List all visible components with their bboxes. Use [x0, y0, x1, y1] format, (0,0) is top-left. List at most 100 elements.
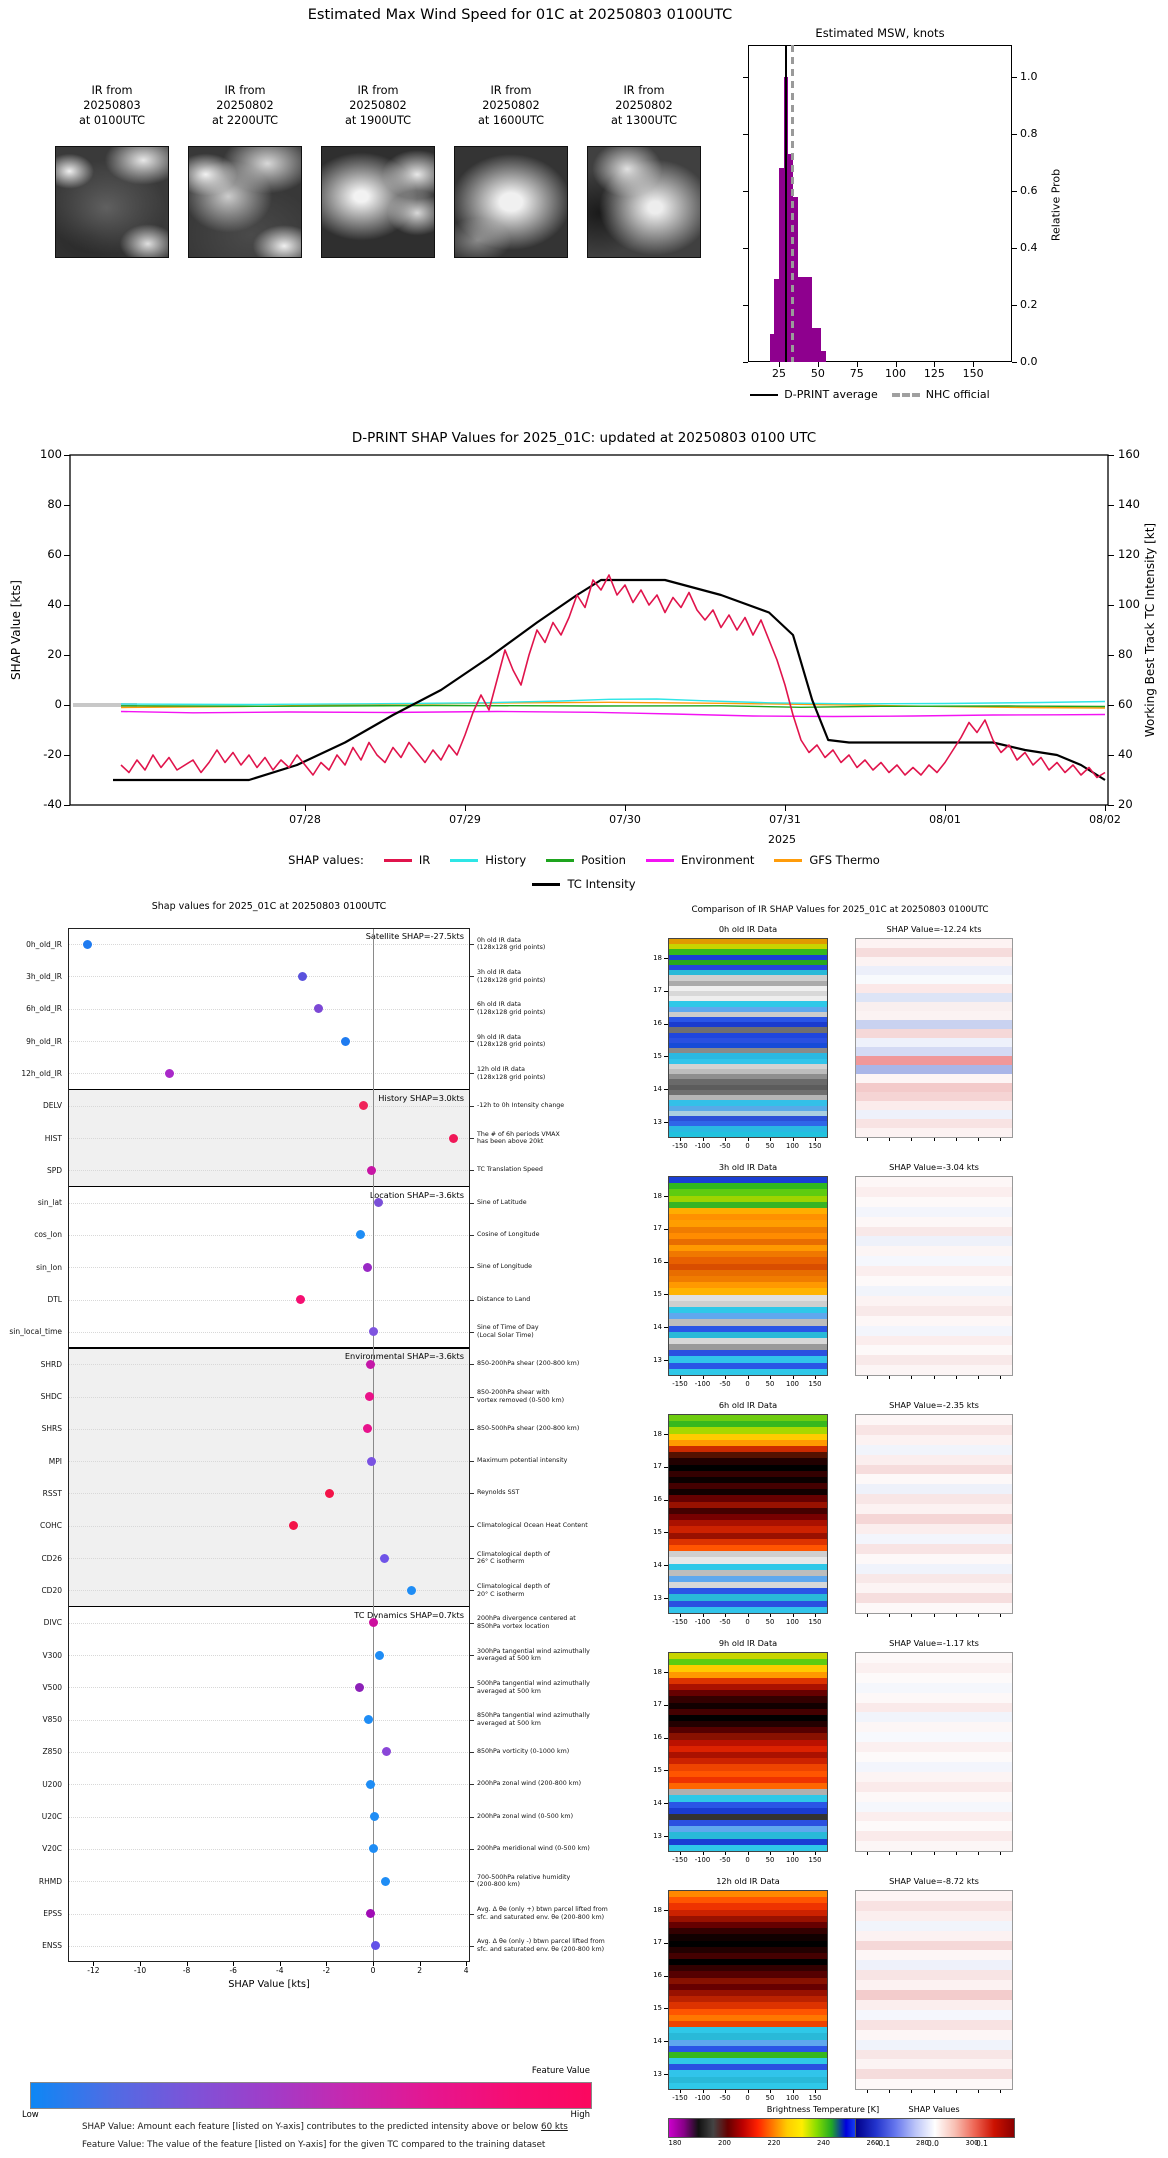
- dotplot-row-tick: [470, 976, 474, 978]
- feature-description-line: Avg. Δ θe (only +) btwn parcel lifted fr…: [477, 1906, 608, 1914]
- shap-colorbar-tick-label: 0.1: [976, 2139, 988, 2148]
- timeseries-ytick-left-mark: [64, 755, 70, 757]
- ir-heatmap-stripe: [669, 1844, 827, 1851]
- dotplot-row-label: 0h_old_IR: [26, 939, 62, 949]
- feature-description-line: (Local Solar Time): [477, 1332, 534, 1340]
- feature-description-line: (128x128 grid points): [477, 1008, 546, 1016]
- shap-heatmap-stripe: [856, 1335, 1012, 1346]
- shap-panel-xtick-mark: [933, 1376, 935, 1379]
- ir-panel-title: 6h old IR Data: [718, 1400, 778, 1410]
- dotplot-row-tick: [470, 1428, 474, 1430]
- ir-heatmap-stripe: [669, 1344, 827, 1351]
- heatmap-ytick-label: 16: [653, 1733, 662, 1742]
- timeseries-year-label: 2025: [768, 833, 796, 846]
- histogram-bar: [769, 333, 775, 362]
- shap-heatmap-stripe: [856, 1523, 1012, 1534]
- ir-heatmap-stripe: [669, 1100, 827, 1106]
- dotplot-row-label: DTL: [47, 1295, 62, 1305]
- ir-heatmap-stripe: [669, 1501, 827, 1508]
- feature-description-line: Distance to Land: [477, 1295, 531, 1303]
- timeseries-legend-label: GFS Thermo: [809, 853, 880, 867]
- ir-heatmap-stripe: [669, 975, 827, 981]
- shap-heatmap-stripe: [856, 1305, 1012, 1316]
- feature-description: Distance to Land: [477, 1296, 667, 1304]
- timeseries-xtick-mark: [625, 805, 627, 811]
- dotplot-row-guide: [68, 1848, 470, 1850]
- heatmap-xtick-label: 150: [808, 1380, 822, 1388]
- ir-heatmap-stripe: [669, 1677, 827, 1684]
- heatmap-ytick-label: 18: [653, 1429, 662, 1438]
- feature-description-line: sfc. and saturated env. θe (200-800 km): [477, 1946, 605, 1954]
- ir-thumb-caption: IR from 20250802 at 2200UTC: [178, 84, 312, 129]
- histogram-ytick-label: 0.0: [1020, 355, 1038, 368]
- dotplot-point-SPD: [367, 1165, 377, 1175]
- shap-heatmap-stripe: [856, 993, 1012, 1002]
- timeseries-ytick-right-mark: [1108, 705, 1114, 707]
- heatmap-ytick-mark: [664, 1532, 668, 1534]
- dotplot-row-guide: [68, 1138, 470, 1140]
- feature-description: The # of 6h periods VMAX has been above 2…: [477, 1131, 667, 1146]
- shap-heatmap-stripe: [856, 1960, 1012, 1971]
- shap-heatmap-stripe: [856, 1315, 1012, 1326]
- shap-heatmap-stripe: [856, 1038, 1012, 1047]
- heatmap-xtick-mark: [770, 1138, 771, 1141]
- shap-colorbar-tick-label: -0.1: [875, 2139, 891, 2148]
- shap-heatmap-stripe: [856, 1891, 1012, 1901]
- dotplot-section-divider: [68, 1347, 470, 1349]
- dotplot-section-divider: [68, 1088, 470, 1091]
- feature-description: Sine of Longitude: [477, 1263, 667, 1271]
- dotplot-row-tick: [470, 1299, 474, 1301]
- shap-heatmap-stripe: [856, 2059, 1012, 2070]
- feature-value-colorbar: [30, 2082, 592, 2109]
- dotplot-row-guide: [68, 1913, 470, 1915]
- dotplot-row-guide: [68, 1234, 470, 1236]
- dotplot-section-header: Environmental SHAP=-3.6kts: [344, 1351, 464, 1362]
- ir-heatmap-stripe: [669, 1276, 827, 1283]
- ir-heatmap-stripe: [669, 944, 827, 950]
- shap-heatmap-stripe: [856, 1702, 1012, 1713]
- ir-heatmap-stripe: [669, 2014, 827, 2021]
- timeseries-legend-row2: TC Intensity: [0, 877, 1168, 891]
- shap-panel-xtick-mark: [977, 1376, 979, 1379]
- heatmap-xtick-label: 100: [786, 2094, 799, 2102]
- heatmap-xtick-label: 0: [745, 1142, 750, 1150]
- dotplot-point-9h_old_IR: [341, 1036, 351, 1046]
- shap-panel-xtick-mark: [911, 1376, 913, 1379]
- heatmap-xtick-mark: [815, 1852, 816, 1855]
- ir-heatmap-stripe: [669, 1820, 827, 1827]
- ir-heatmap-stripe: [669, 1074, 827, 1080]
- shap-heatmap-stripe: [856, 1002, 1012, 1011]
- heatmap-ytick-label: 17: [653, 1700, 662, 1709]
- feature-description: 850-500hPa shear (200-800 km): [477, 1425, 667, 1433]
- shap-panel-xtick-mark: [955, 1138, 957, 1141]
- heatmap-ytick-label: 18: [653, 953, 662, 962]
- heatmap-xtick-label: -150: [672, 1856, 688, 1864]
- dotplot-row-tick: [470, 1267, 474, 1269]
- shap-heatmap-stripe: [856, 1514, 1012, 1524]
- timeseries-xtick-label: 07/30: [609, 813, 641, 826]
- heatmap-ytick-label: 15: [653, 1527, 662, 1536]
- ir-shap-heatmap: [855, 1176, 1013, 1376]
- feature-description-line: (128x128 grid points): [477, 976, 546, 984]
- heatmap-xtick-mark: [747, 1138, 749, 1141]
- dotplot-point-EPSS: [366, 1909, 376, 1919]
- ir-heatmap-stripe: [669, 1983, 827, 1990]
- dotplot-row-tick: [470, 1848, 474, 1850]
- bt-colorbar-title: Brightness Temperature [K]: [766, 2104, 880, 2114]
- shap-heatmap-stripe: [856, 1930, 1012, 1941]
- ir-heatmap-stripe: [669, 1282, 827, 1289]
- ir-heatmap-stripe: [669, 1006, 827, 1012]
- dotplot-point-sin_local_time: [368, 1327, 378, 1337]
- feature-description: Sine of Time of Day (Local Solar Time): [477, 1324, 667, 1339]
- ir-heatmap-stripe: [669, 1263, 827, 1270]
- feature-description-line: 700-500hPa relative humidity: [477, 1873, 571, 1881]
- histogram-bar: [797, 276, 803, 362]
- shap-panel-xtick-mark: [889, 1614, 891, 1617]
- dotplot-xtick-label: 4: [463, 1966, 469, 1975]
- heatmap-xtick-mark: [770, 2090, 771, 2093]
- dotplot-row-tick: [470, 1622, 474, 1624]
- heatmap-xtick-label: 0: [745, 1856, 750, 1864]
- heatmap-ytick-mark: [664, 1466, 668, 1468]
- dotplot-row-label: U200: [42, 1779, 62, 1789]
- timeseries-ytick-right-label: 100: [1118, 597, 1140, 611]
